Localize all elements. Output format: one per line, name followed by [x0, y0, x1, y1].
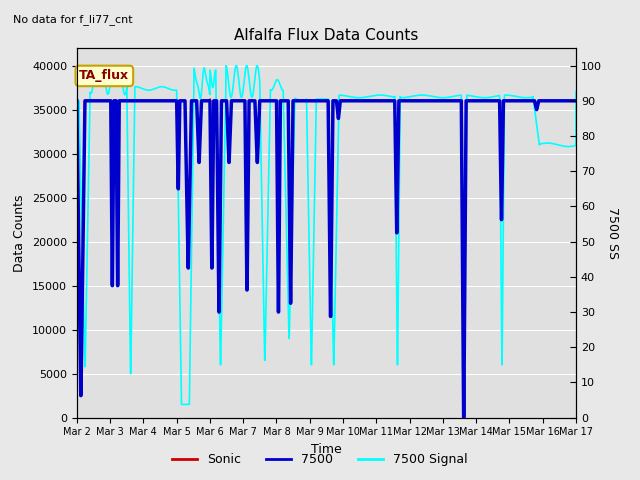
Sonic [509, 98, 516, 104]
7500 Signal [73, 371, 81, 376]
7500 [264, 98, 272, 104]
Sonic [572, 98, 580, 104]
7500 [572, 98, 580, 104]
7500 Signal [232, 63, 240, 69]
Y-axis label: Data Counts: Data Counts [13, 194, 26, 272]
Line: 7500 Signal: 7500 Signal [77, 66, 576, 404]
7500 [460, 415, 467, 420]
Sonic [286, 257, 294, 263]
Title: Alfalfa Flux Data Counts: Alfalfa Flux Data Counts [234, 28, 419, 43]
Sonic [563, 98, 570, 104]
Sonic [159, 98, 167, 104]
Sonic [264, 98, 272, 104]
X-axis label: Time: Time [311, 443, 342, 456]
Sonic [460, 415, 467, 420]
7500 Signal [563, 144, 570, 149]
7500 Signal [509, 93, 516, 99]
7500 [130, 98, 138, 104]
7500 [563, 98, 570, 104]
7500 [159, 98, 167, 104]
Text: No data for f_li77_cnt: No data for f_li77_cnt [13, 14, 132, 25]
7500 Signal [159, 84, 167, 90]
Sonic [206, 96, 214, 102]
7500 Signal [178, 401, 186, 407]
7500 [509, 98, 516, 104]
Line: Sonic: Sonic [77, 99, 576, 418]
7500 Signal [265, 179, 273, 184]
Text: TA_flux: TA_flux [79, 70, 129, 83]
7500 [286, 242, 294, 248]
Y-axis label: 7500 SS: 7500 SS [605, 207, 618, 259]
7500 [73, 98, 81, 104]
7500 Signal [572, 89, 580, 95]
Sonic [73, 98, 81, 104]
Line: 7500: 7500 [77, 101, 576, 418]
Legend: Sonic, 7500, 7500 Signal: Sonic, 7500, 7500 Signal [167, 448, 473, 471]
7500 Signal [286, 292, 294, 298]
7500 Signal [130, 165, 138, 170]
Sonic [130, 98, 138, 104]
